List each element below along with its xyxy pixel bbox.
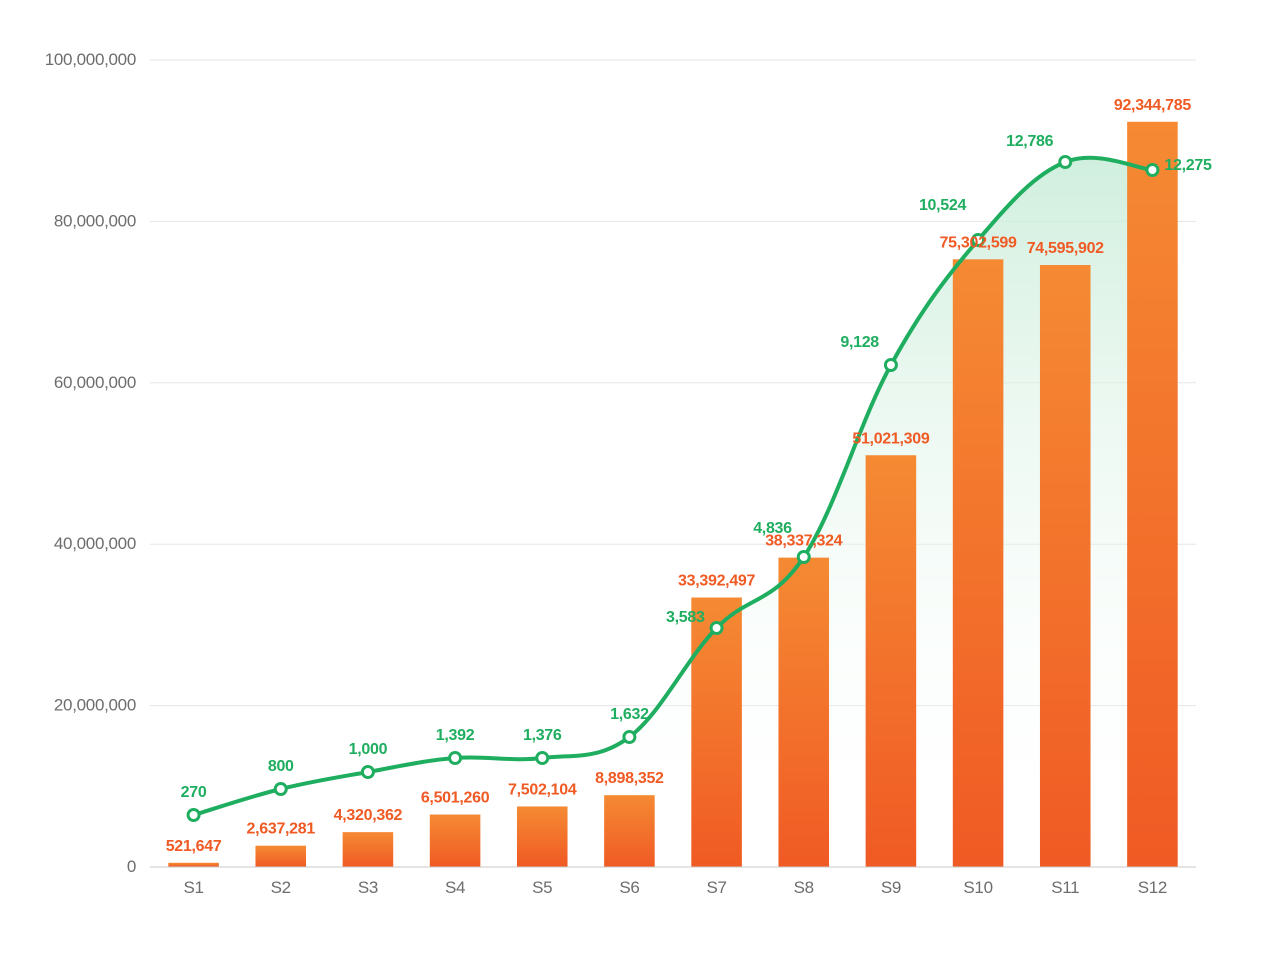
bar xyxy=(168,863,219,867)
bar xyxy=(255,846,306,867)
line-value-label: 1,632 xyxy=(610,706,649,723)
line-value-label: 12,275 xyxy=(1164,157,1212,174)
bar xyxy=(866,455,917,867)
bar xyxy=(1040,265,1091,867)
y-tick-label: 0 xyxy=(127,857,136,876)
line-value-label: 12,786 xyxy=(1006,133,1054,150)
bar xyxy=(430,815,481,867)
x-tick-label: S4 xyxy=(445,878,465,897)
line-value-label: 4,836 xyxy=(753,520,792,537)
line-marker xyxy=(798,552,809,563)
bar-value-label: 4,320,362 xyxy=(334,807,403,824)
line-marker xyxy=(1060,157,1071,168)
bar-value-label: 75,302,599 xyxy=(940,234,1017,251)
bar-value-label: 6,501,260 xyxy=(421,790,490,807)
y-tick-label: 20,000,000 xyxy=(54,696,136,715)
bar-value-label: 51,021,309 xyxy=(852,430,929,447)
line-marker xyxy=(188,810,199,821)
line-marker xyxy=(537,753,548,764)
chart-canvas: 0 20,000,000 40,000,000 60,000,000 80,000,00… xyxy=(0,0,1280,974)
x-tick-label: S6 xyxy=(619,878,639,897)
x-tick-label: S12 xyxy=(1138,878,1167,897)
x-tick-label: S2 xyxy=(271,878,291,897)
bar-value-label: 92,344,785 xyxy=(1114,97,1191,114)
line-marker xyxy=(450,753,461,764)
x-tick-label: S10 xyxy=(963,878,992,897)
bar-value-label: 7,502,104 xyxy=(508,781,577,798)
x-tick-label: S8 xyxy=(794,878,814,897)
line-value-label: 10,524 xyxy=(919,197,967,214)
combo-chart: 0 20,000,000 40,000,000 60,000,000 80,000,00… xyxy=(0,0,1280,974)
bar-value-label: 74,595,902 xyxy=(1027,240,1104,257)
bar-value-label: 521,647 xyxy=(166,838,222,855)
line-marker xyxy=(711,623,722,634)
x-tick-label: S7 xyxy=(706,878,726,897)
bar-value-label: 2,637,281 xyxy=(247,821,316,838)
bar-value-label: 33,392,497 xyxy=(678,573,755,590)
bar xyxy=(691,598,742,867)
x-tick-label: S5 xyxy=(532,878,552,897)
y-tick-label: 100,000,000 xyxy=(45,50,136,69)
line-value-label: 270 xyxy=(181,784,207,801)
bar xyxy=(1127,122,1178,867)
line-marker xyxy=(624,732,635,743)
line-marker xyxy=(885,360,896,371)
line-marker xyxy=(275,784,286,795)
x-tick-label: S11 xyxy=(1051,878,1079,897)
line-value-label: 1,000 xyxy=(349,741,388,758)
line-value-label: 3,583 xyxy=(666,609,705,626)
x-tick-label: S9 xyxy=(881,878,901,897)
y-tick-label: 40,000,000 xyxy=(54,534,136,553)
bar xyxy=(778,558,829,867)
bar-value-label: 8,898,352 xyxy=(595,770,664,787)
bar xyxy=(953,259,1004,867)
line-marker xyxy=(1147,165,1158,176)
bar xyxy=(604,795,655,867)
line-value-label: 9,128 xyxy=(840,334,879,351)
bar xyxy=(517,806,568,867)
line-value-label: 1,392 xyxy=(436,727,475,744)
line-marker xyxy=(362,767,373,778)
line-value-label: 1,376 xyxy=(523,727,562,744)
line-value-label: 800 xyxy=(268,758,294,775)
y-tick-label: 80,000,000 xyxy=(54,211,136,230)
x-tick-label: S3 xyxy=(358,878,378,897)
bar xyxy=(343,832,394,867)
x-tick-label: S1 xyxy=(183,878,203,897)
y-tick-label: 60,000,000 xyxy=(54,373,136,392)
